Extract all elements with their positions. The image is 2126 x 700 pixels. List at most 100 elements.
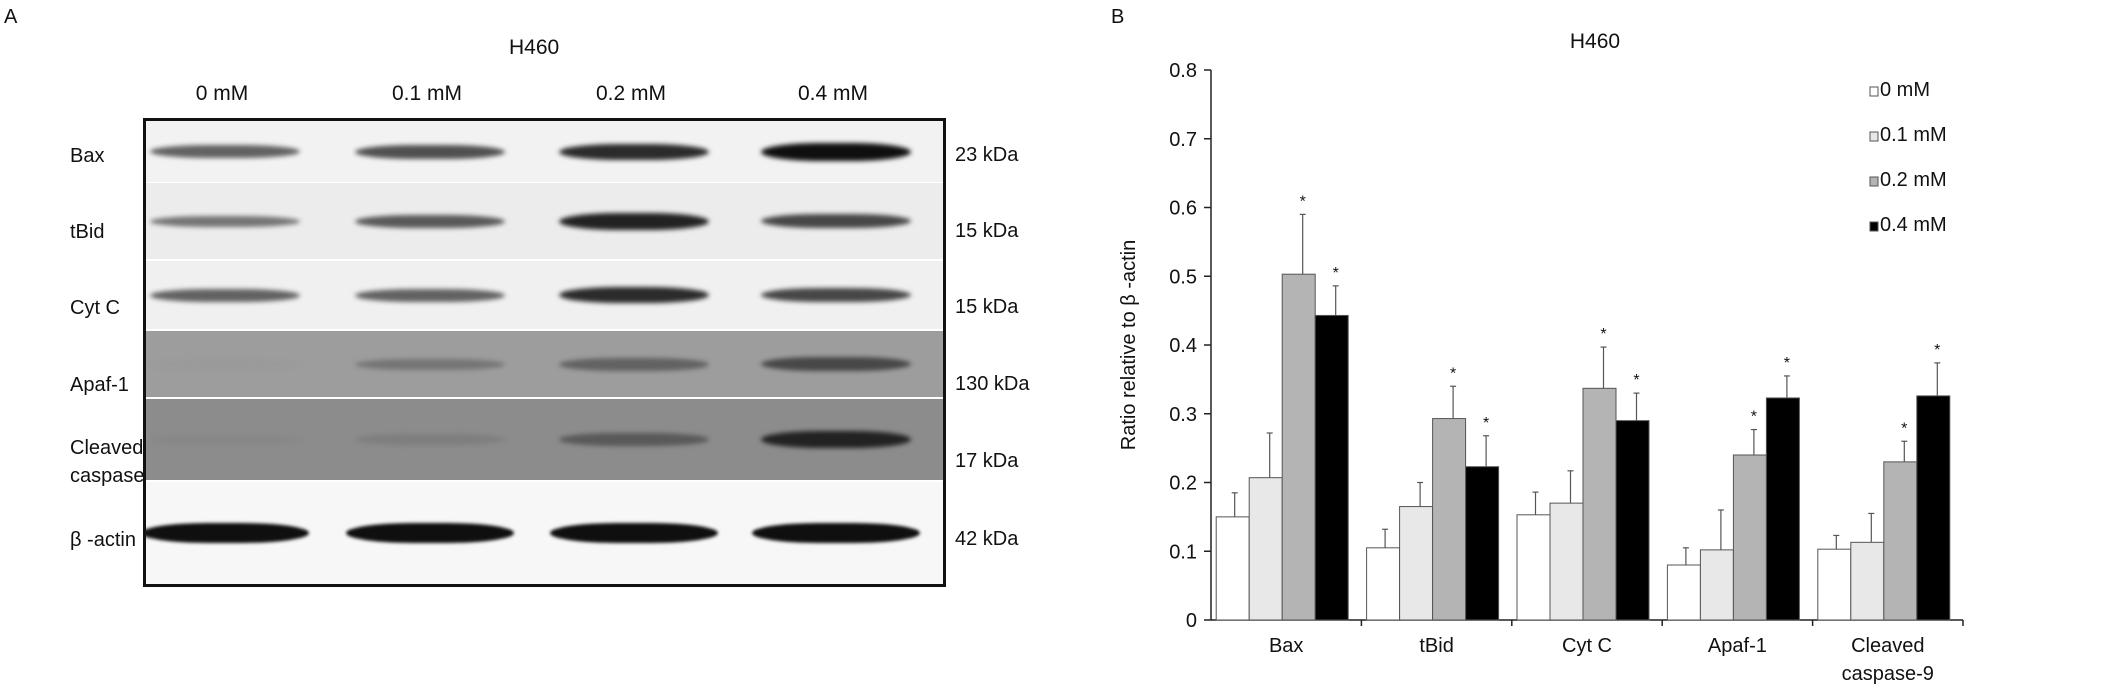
y-tick-label: 0.5	[1169, 266, 1197, 288]
protein-label: Cleaved caspase-9	[70, 437, 163, 487]
bar	[1765, 397, 1800, 621]
blot-strip	[146, 121, 943, 182]
x-tick-label-line: Cleaved	[1851, 635, 1924, 657]
bar-chart: H460 0 0.1 0.2 0.3 0.4 0.5 0.6 0.7 0.8 Ratio relat…	[1118, 30, 1964, 685]
bar	[1732, 454, 1767, 621]
blot-band	[559, 357, 709, 371]
y-tick-label: 0.6	[1169, 198, 1197, 220]
bar	[1215, 516, 1250, 621]
protein-label: Bax	[70, 145, 105, 167]
blot-strip	[146, 399, 943, 480]
blot-band	[150, 434, 300, 445]
blot-band	[761, 142, 911, 161]
blot-band	[150, 288, 300, 302]
x-tick-label-line: Bax	[1269, 635, 1303, 657]
significance-marker: *	[1901, 420, 1907, 437]
x-tick-label: Cleaved caspase-9	[1842, 635, 1934, 685]
bar	[1666, 564, 1701, 621]
kda-label: 23 kDa	[955, 144, 1019, 166]
protein-label: Apaf-1	[70, 374, 129, 396]
protein-label: Cyt C	[70, 297, 120, 319]
bar	[1615, 420, 1650, 621]
blot-strip	[146, 261, 943, 329]
legend-swatch	[1869, 176, 1879, 187]
bar	[1281, 273, 1316, 621]
blot-band	[355, 358, 505, 370]
bar	[1465, 466, 1500, 621]
western-blot-image	[143, 118, 946, 587]
bar	[1883, 461, 1918, 621]
x-tick-label-line: Apaf-1	[1708, 635, 1767, 657]
legend-label: 0.4 mM	[1880, 214, 1947, 236]
significance-marker: *	[1784, 355, 1790, 372]
bar	[1366, 547, 1401, 621]
bar	[1516, 514, 1551, 621]
protein-label: β -actin	[70, 529, 136, 551]
significance-marker: *	[1450, 365, 1456, 382]
kda-label: 130 kDa	[955, 373, 1030, 395]
legend-swatch	[1869, 131, 1879, 142]
kda-label: 15 kDa	[955, 296, 1019, 318]
blot-band	[150, 359, 300, 369]
significance-marker: *	[1333, 265, 1339, 282]
blot-band	[559, 212, 709, 230]
blot-band	[355, 434, 505, 445]
blot-band	[355, 288, 505, 302]
blot-band	[761, 288, 911, 302]
concentration-label: 0 mM	[195, 82, 249, 105]
bar	[1582, 387, 1617, 621]
concentration-label: 0.4 mM	[797, 82, 868, 105]
concentration-label: 0.2 mM	[595, 82, 666, 105]
blot-strip	[146, 183, 943, 259]
blot-band	[150, 145, 300, 158]
blot-band	[355, 144, 505, 159]
y-axis-label: Ratio relative to β -actin	[1118, 240, 1140, 450]
bar	[1817, 548, 1852, 621]
significance-marker: *	[1633, 372, 1639, 389]
blot-band	[761, 214, 911, 228]
legend-label: 0.1 mM	[1880, 124, 1947, 146]
bar	[1248, 477, 1283, 621]
blot-band	[355, 214, 505, 228]
x-tick-label-line: Cyt C	[1562, 635, 1612, 657]
blot-band	[146, 523, 309, 543]
x-tick-label: Apaf-1	[1708, 635, 1767, 657]
bar	[1549, 502, 1584, 621]
blot-band	[346, 523, 514, 543]
x-tick-label: tBid	[1419, 635, 1453, 657]
blot-band	[559, 433, 709, 446]
significance-marker: *	[1300, 193, 1306, 210]
legend-label: 0.2 mM	[1880, 169, 1947, 191]
y-tick-label: 0.4	[1169, 335, 1197, 357]
significance-marker: *	[1483, 415, 1489, 432]
blot-strip	[146, 331, 943, 397]
blot-band	[150, 215, 300, 227]
panel-b-label: B	[1111, 6, 1125, 28]
blot-band	[761, 357, 911, 371]
panel-a-label: A	[4, 6, 18, 28]
y-tick-label: 0.2	[1169, 473, 1197, 495]
kda-label: 42 kDa	[955, 528, 1019, 550]
bar	[1699, 549, 1734, 621]
blot-title: H460	[509, 36, 560, 59]
y-tick-label: 0.8	[1169, 60, 1197, 82]
blot-band	[761, 431, 911, 448]
x-tick-label-line: tBid	[1419, 635, 1453, 657]
bar	[1314, 314, 1349, 621]
blot-band	[550, 523, 718, 543]
significance-marker: *	[1600, 326, 1606, 343]
x-tick-label-line: caspase-9	[1842, 663, 1934, 685]
significance-marker: *	[1751, 409, 1757, 426]
y-tick-label: 0.1	[1169, 541, 1197, 563]
legend-swatch	[1869, 86, 1879, 97]
significance-marker: *	[1934, 342, 1940, 359]
bar	[1916, 395, 1951, 621]
chart-title: H460	[1570, 30, 1620, 53]
blot-band	[752, 523, 920, 543]
legend-swatch	[1869, 221, 1879, 232]
blot-strip	[146, 482, 943, 584]
kda-label: 15 kDa	[955, 220, 1019, 242]
blot-band	[559, 287, 709, 303]
bar	[1399, 506, 1434, 621]
kda-label: 17 kDa	[955, 450, 1019, 472]
